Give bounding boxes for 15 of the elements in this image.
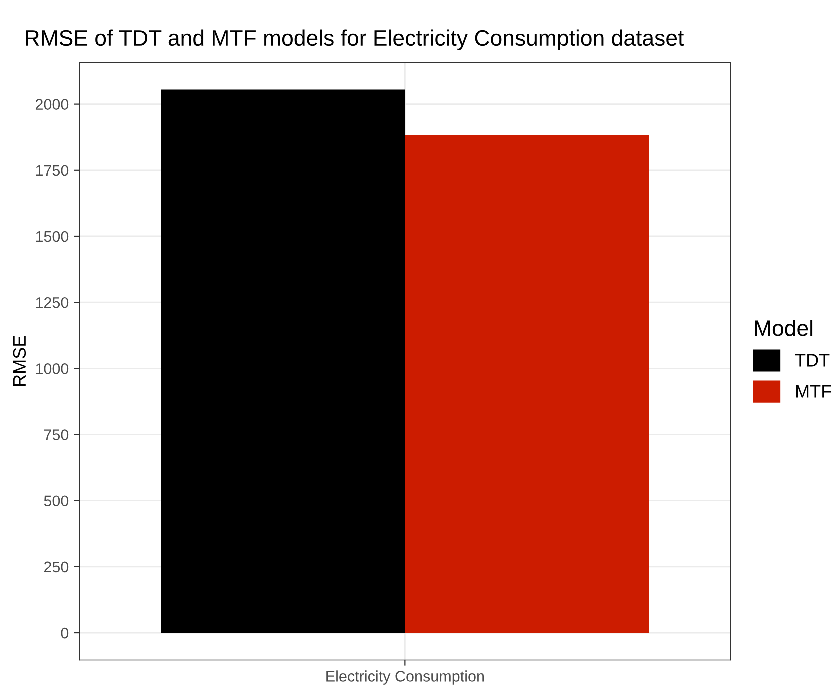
y-tick-label: 500 xyxy=(44,496,69,507)
x-tick-label: Electricity Consumption xyxy=(326,670,484,685)
y-tick-label: 0 xyxy=(61,628,69,639)
y-tick-label: 250 xyxy=(44,562,69,573)
y-tick-label: 1000 xyxy=(36,364,69,374)
legend-label: MTF xyxy=(796,385,832,398)
chart-title: RMSE of TDT and MTF models for Electricity Consumption dataset xyxy=(26,30,684,50)
y-tick-label: 1250 xyxy=(36,297,69,308)
y-tick-label: 2000 xyxy=(36,99,69,110)
y-tick-label: 1500 xyxy=(36,231,69,242)
y-axis-title: RMSE xyxy=(13,336,26,386)
y-tick-label: 750 xyxy=(44,430,69,440)
legend-title: Model xyxy=(755,320,813,336)
legend-label: TDT xyxy=(795,354,830,367)
y-tick-label: 1750 xyxy=(36,165,69,176)
